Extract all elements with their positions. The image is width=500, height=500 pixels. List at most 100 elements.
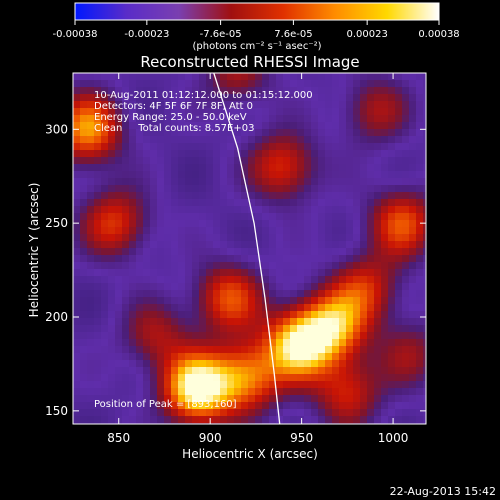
heatmap-cell <box>248 241 256 249</box>
heatmap-cell <box>129 248 137 256</box>
heatmap-cell <box>234 367 242 375</box>
heatmap-cell <box>220 416 228 424</box>
heatmap-cell <box>129 143 137 151</box>
heatmap-cell <box>143 164 151 172</box>
heatmap-cell <box>297 381 305 389</box>
heatmap-cell <box>171 388 179 396</box>
heatmap-cell <box>199 353 207 361</box>
heatmap-cell <box>388 122 396 130</box>
heatmap-cell <box>73 416 81 424</box>
heatmap-cell <box>332 87 340 95</box>
heatmap-cell <box>346 101 354 109</box>
heatmap-cell <box>115 136 123 144</box>
heatmap-cell <box>283 276 291 284</box>
heatmap-cell <box>395 185 403 193</box>
heatmap-cell <box>395 290 403 298</box>
heatmap-cell <box>367 122 375 130</box>
heatmap-cell <box>388 234 396 242</box>
heatmap-cell <box>164 213 172 221</box>
heatmap-cell <box>108 297 116 305</box>
heatmap-cell <box>115 94 123 102</box>
heatmap-cell <box>122 206 130 214</box>
heatmap-cell <box>402 346 410 354</box>
heatmap-cell <box>395 150 403 158</box>
heatmap-cell <box>339 143 347 151</box>
heatmap-cell <box>234 304 242 312</box>
heatmap-cell <box>388 129 396 137</box>
heatmap-cell <box>129 269 137 277</box>
heatmap-cell <box>157 241 165 249</box>
heatmap-cell <box>213 311 221 319</box>
heatmap-cell <box>122 311 130 319</box>
heatmap-cell <box>136 150 144 158</box>
heatmap-cell <box>122 164 130 172</box>
heatmap-cell <box>234 353 242 361</box>
heatmap-cell <box>388 388 396 396</box>
heatmap-cell <box>276 227 284 235</box>
heatmap-cell <box>80 199 88 207</box>
heatmap-cell <box>423 416 426 424</box>
heatmap-cell <box>227 73 235 81</box>
heatmap-cell <box>220 129 228 137</box>
heatmap-cell <box>318 129 326 137</box>
heatmap-cell <box>367 283 375 291</box>
heatmap-cell <box>185 101 193 109</box>
heatmap-cell <box>220 297 228 305</box>
heatmap-cell <box>346 339 354 347</box>
heatmap-cell <box>367 304 375 312</box>
heatmap-cell <box>220 108 228 116</box>
heatmap-cell <box>276 108 284 116</box>
heatmap-cell <box>353 73 361 81</box>
heatmap-cell <box>115 213 123 221</box>
heatmap-cell <box>353 108 361 116</box>
heatmap-cell <box>73 157 81 165</box>
heatmap-cell <box>311 360 319 368</box>
heatmap-cell <box>269 199 277 207</box>
heatmap-cell <box>346 80 354 88</box>
heatmap-cell <box>213 360 221 368</box>
heatmap-cell <box>129 192 137 200</box>
heatmap-cell <box>136 178 144 186</box>
heatmap-cell <box>157 157 165 165</box>
heatmap-cell <box>122 297 130 305</box>
heatmap-cell <box>255 409 263 417</box>
heatmap-cell <box>129 157 137 165</box>
heatmap-cell <box>248 290 256 298</box>
heatmap-cell <box>367 164 375 172</box>
heatmap-cell <box>227 157 235 165</box>
heatmap-cell <box>332 325 340 333</box>
heatmap-cell <box>157 171 165 179</box>
heatmap-cell <box>213 304 221 312</box>
heatmap-cell <box>164 339 172 347</box>
heatmap-cell <box>332 318 340 326</box>
heatmap-cell <box>206 297 214 305</box>
heatmap-cell <box>297 241 305 249</box>
heatmap-cell <box>213 283 221 291</box>
heatmap-cell <box>94 178 102 186</box>
heatmap-cell <box>283 248 291 256</box>
heatmap-cell <box>234 381 242 389</box>
heatmap-cell <box>157 87 165 95</box>
heatmap-cell <box>262 416 270 424</box>
heatmap-cell <box>283 241 291 249</box>
heatmap-cell <box>206 115 214 123</box>
heatmap-cell <box>318 339 326 347</box>
heatmap-cell <box>325 94 333 102</box>
heatmap-cell <box>241 332 249 340</box>
heatmap-cell <box>171 199 179 207</box>
heatmap-cell <box>402 108 410 116</box>
heatmap-cell <box>227 136 235 144</box>
heatmap-cell <box>115 318 123 326</box>
heatmap-cell <box>269 150 277 158</box>
heatmap-cell <box>332 178 340 186</box>
heatmap-cell <box>115 402 123 410</box>
heatmap-cell <box>108 381 116 389</box>
heatmap-cell <box>339 220 347 228</box>
heatmap-cell <box>409 339 417 347</box>
heatmap-cell <box>164 388 172 396</box>
heatmap-cell <box>143 122 151 130</box>
heatmap-cell <box>143 87 151 95</box>
heatmap-cell <box>73 409 81 417</box>
heatmap-cell <box>283 290 291 298</box>
heatmap-cell <box>346 122 354 130</box>
